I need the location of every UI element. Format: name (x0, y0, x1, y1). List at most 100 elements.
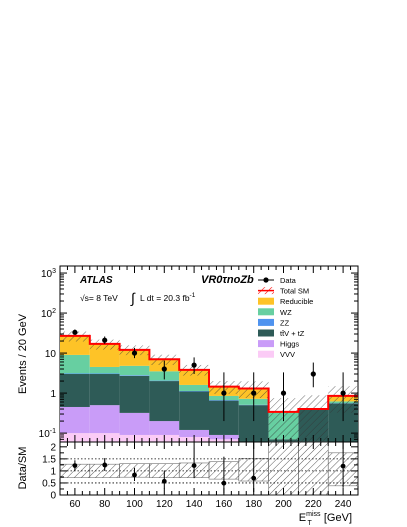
x-axis-label: Emiss T [GeV] (299, 511, 352, 527)
main-plot-area (60, 329, 358, 442)
legend-label: ZZ (280, 318, 290, 327)
ratio-point-4 (191, 448, 197, 479)
ratio-marker-1 (102, 462, 108, 468)
data-marker-2 (131, 350, 138, 356)
legend-swatch (258, 308, 274, 316)
bar-reducible-1 (89, 343, 120, 367)
bar-higgs-4 (179, 429, 209, 438)
ratio-band-8 (298, 441, 329, 496)
x-tick-label-7: 200 (275, 499, 292, 510)
bar-higgs-2 (119, 412, 150, 435)
legend-item-wz: WZ (258, 308, 292, 317)
data-point-7 (280, 372, 287, 422)
bar-higgs-1 (89, 405, 120, 434)
ratio-band-7 (268, 441, 299, 496)
legend-swatch (258, 297, 274, 305)
data-marker-0 (72, 329, 78, 335)
y-tick-label-3: 102 (41, 308, 56, 320)
x-tick-label-2: 100 (126, 499, 143, 510)
y-tick-label-4: 103 (41, 268, 56, 280)
legend-item-vvv: VVV (258, 350, 295, 359)
data-point-0 (72, 329, 78, 335)
ratio-marker-4 (191, 463, 197, 469)
bar-wz-0 (60, 354, 90, 374)
data-marker-3 (161, 366, 167, 372)
ratio-point-2 (132, 467, 137, 482)
bar-tt-v-tz-0 (60, 374, 90, 407)
ratio-y-tick-label-1: 0.5 (42, 478, 56, 489)
x-tick-label-1: 80 (99, 499, 111, 510)
y-tick-label-2: 10 (45, 349, 57, 360)
lumi-label: ∫ L dt = 20.3 fb-1 (130, 290, 196, 306)
bar-tt-v-tz-4 (179, 391, 209, 430)
data-point-5 (221, 372, 227, 422)
svg-text:L dt = 20.3 fb-1: L dt = 20.3 fb-1 (140, 292, 196, 303)
data-marker-9 (340, 390, 346, 396)
x-tick-label-9: 240 (335, 499, 352, 510)
bar-tt-v-tz-2 (119, 375, 150, 413)
bar-higgs-0 (60, 406, 90, 434)
legend-label: VVV (280, 350, 295, 359)
y-axis-label: Events / 20 GeV (17, 313, 29, 394)
x-tick-label-5: 160 (216, 499, 233, 510)
data-marker-6 (251, 390, 257, 396)
legend-label: Higgs (280, 340, 299, 349)
legend-label: tt̄V + tZ (280, 329, 305, 338)
atlas-label: ATLAS (79, 275, 113, 286)
data-points (72, 329, 346, 422)
ratio-point-7 (340, 442, 346, 488)
ratio-y-axis-label: Data/SM (17, 447, 29, 490)
ratio-x-axis: 60 80 100 120 140 160 180 200 220 240 (59, 442, 359, 510)
legend-swatch (258, 329, 274, 337)
data-point-4 (191, 357, 197, 375)
ratio-y-tick-label-4: 2 (50, 442, 56, 453)
data-point-8 (310, 362, 316, 388)
ratio-plot-area (59, 441, 359, 496)
legend-swatch (258, 340, 274, 348)
legend-item-tt-v-tz: tt̄V + tZ (258, 329, 305, 338)
ratio-point-6 (251, 442, 257, 493)
bar-wz-4 (179, 384, 209, 391)
legend-marker (263, 277, 269, 283)
legend-label: Reducible (280, 297, 313, 306)
legend-item-zz: ZZ (258, 318, 290, 327)
legend-label: Total SM (280, 287, 309, 296)
main-panel: 10-1 1 10 102 103 Events / 20 GeV ATLAS √s= … (17, 265, 359, 443)
data-marker-7 (280, 390, 287, 396)
region-label: VR0τnoZb (201, 274, 254, 286)
bar-zz-1 (89, 373, 120, 375)
sm-band-8 (298, 395, 329, 442)
data-point-2 (131, 347, 138, 359)
main-y-axis: 10-1 1 10 102 103 (39, 268, 358, 443)
data-marker-8 (310, 371, 316, 377)
energy-label: √s= 8 TeV (80, 293, 118, 303)
ratio-points (72, 442, 346, 494)
legend-swatch (258, 318, 274, 326)
ratio-marker-0 (72, 463, 78, 469)
data-marker-1 (102, 337, 108, 343)
ratio-y-tick-label-0: 0 (50, 491, 56, 502)
ratio-marker-2 (132, 472, 137, 478)
x-tick-label-6: 180 (245, 499, 262, 510)
x-tick-label-8: 220 (305, 499, 322, 510)
ratio-panel: 0 0.511.52 60 80 100 120 140 160 180 200 220 240 D… (17, 441, 359, 527)
x-tick-label-4: 140 (186, 499, 203, 510)
data-point-3 (161, 360, 167, 380)
bar-tt-v-tz-1 (89, 374, 120, 406)
legend-label: Data (280, 276, 297, 285)
data-point-1 (102, 336, 108, 344)
ratio-marker-3 (161, 478, 167, 484)
ratio-point-1 (102, 458, 108, 471)
legend-item-higgs: Higgs (258, 340, 299, 349)
total-sm-line (60, 334, 358, 413)
legend-swatch (258, 350, 274, 358)
ratio-marker-5 (221, 480, 227, 486)
x-tick-label-0: 60 (69, 499, 81, 510)
bar-wz-1 (89, 366, 120, 374)
ratio-point-5 (221, 456, 227, 494)
ratio-y-tick-label-3: 1.5 (42, 454, 56, 465)
ratio-point-3 (161, 470, 167, 489)
ratio-point-0 (72, 460, 78, 471)
